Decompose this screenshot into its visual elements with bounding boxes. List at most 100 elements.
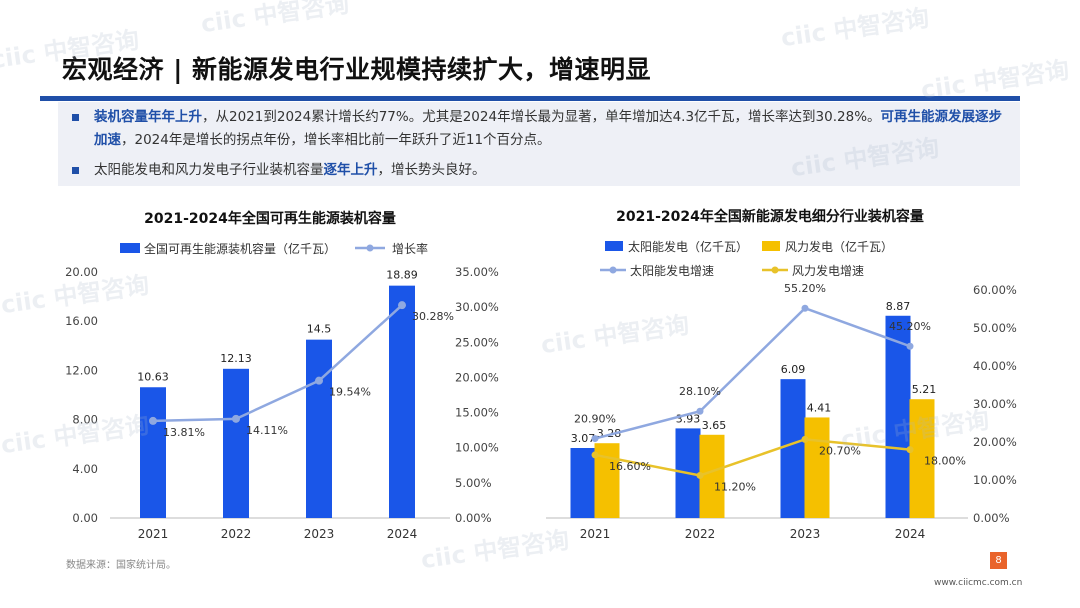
point-wind-growth-2022: [696, 471, 704, 479]
bar-value-label: 10.63: [137, 370, 169, 383]
bar-wind-2023: [804, 417, 830, 518]
y-right-tick: 50.00%: [973, 321, 1017, 335]
chart1-title: 2021-2024年全国可再生能源装机容量: [144, 211, 396, 227]
legend-label-capacity: 全国可再生能源装机容量（亿千瓦）: [144, 241, 336, 256]
point-wind-growth-label: 11.20%: [714, 480, 756, 493]
data-source: 数据来源：国家统计局。: [66, 560, 176, 571]
legend-marker-solar-growth: [609, 266, 617, 274]
bar-capacity-2022: [223, 368, 249, 518]
x-tick-label: 2021: [138, 527, 169, 541]
point-growth-label: 19.54%: [329, 386, 371, 399]
x-tick-label: 2022: [221, 527, 252, 541]
x-tick-label: 2024: [895, 527, 926, 541]
point-solar-growth-2021: [591, 435, 599, 443]
bar-value-label: 18.89: [386, 269, 418, 282]
bullet-square-icon: [72, 114, 79, 121]
y-right-tick: 40.00%: [973, 359, 1017, 373]
bar-value-label: 3.65: [702, 419, 727, 432]
point-solar-growth-label: 45.20%: [889, 320, 931, 333]
legend-swatch-wind: [762, 241, 780, 251]
legend-label-growth: 增长率: [392, 241, 428, 256]
bar-wind-2022: [699, 434, 725, 518]
y-right-tick: 15.00%: [455, 406, 499, 420]
legend-label-wind: 风力发电（亿千瓦）: [785, 239, 893, 254]
legend-swatch-solar: [605, 241, 623, 251]
x-tick-label: 2023: [304, 527, 335, 541]
bar-value-label: 3.07: [571, 432, 596, 445]
y-right-tick: 25.00%: [455, 335, 499, 349]
point-solar-growth-2024: [906, 342, 914, 350]
point-wind-growth-label: 16.60%: [609, 460, 651, 473]
x-tick-label: 2021: [580, 527, 611, 541]
bar-capacity-2023: [306, 339, 332, 518]
bar-value-label: 14.5: [307, 323, 332, 336]
y-right-tick: 35.00%: [455, 265, 499, 279]
y-left-tick: 8.00: [72, 413, 98, 427]
legend-label-solar-growth: 太阳能发电增速: [630, 263, 714, 278]
website-url: www.ciicmc.com.cn: [934, 578, 1023, 588]
y-right-tick: 10.00%: [973, 473, 1017, 487]
point-wind-growth-2021: [591, 451, 599, 459]
point-wind-growth-label: 18.00%: [924, 455, 966, 468]
bar-solar-2021: [570, 448, 596, 518]
point-growth-2021: [149, 416, 157, 425]
x-tick-label: 2022: [685, 527, 716, 541]
chart2-new-energy-breakdown: 太阳能发电（亿千瓦）风力发电（亿千瓦）太阳能发电增速风力发电增速02468100…: [546, 239, 1017, 541]
bar-value-label: 5.21: [912, 383, 937, 396]
page-number: 8: [990, 552, 1007, 569]
y-right-tick: 0.00%: [455, 511, 492, 525]
y-right-tick: 10.00%: [455, 441, 499, 455]
y-right-tick: 5.00%: [455, 476, 492, 490]
bar-wind-2024: [909, 399, 935, 518]
summary-box: 装机容量年年上升，从2021到2024累计增长约77%。尤其是2024年增长最为…: [58, 102, 1020, 186]
legend-label-solar: 太阳能发电（亿千瓦）: [628, 239, 748, 254]
line-solar-growth: [594, 306, 911, 440]
point-solar-growth-label: 28.10%: [679, 385, 721, 398]
point-growth-label: 30.28%: [412, 310, 454, 323]
body-text: ，增长势头良好。: [377, 162, 486, 178]
bar-capacity-2021: [140, 387, 166, 518]
x-tick-label: 2024: [387, 527, 418, 541]
bar-value-label: 12.13: [220, 352, 252, 365]
highlight-text: 逐年上升: [323, 162, 378, 178]
y-right-tick: 20.00%: [455, 370, 499, 384]
bar-capacity-2024: [389, 285, 415, 518]
line-wind-growth: [594, 438, 911, 477]
bar-solar-2023: [780, 379, 806, 518]
point-solar-growth-2022: [696, 407, 704, 415]
point-solar-growth-label: 20.90%: [574, 413, 616, 426]
y-right-tick: 60.00%: [973, 283, 1017, 297]
chart2-title: 2021-2024年全国新能源发电细分行业装机容量: [616, 209, 924, 225]
highlight-text: 装机容量年年上升: [94, 109, 202, 125]
body-text: ，从2021到2024累计增长约77%。尤其是2024年增长最为显著，单年增加达…: [202, 109, 881, 125]
page-title: 宏观经济 | 新能源发电行业规模持续扩大，增速明显: [62, 55, 652, 84]
bar-value-label: 8.87: [886, 300, 911, 313]
legend-marker-growth: [366, 244, 374, 252]
point-solar-growth-2023: [801, 304, 809, 312]
legend-marker-wind-growth: [771, 266, 779, 274]
point-growth-2022: [232, 414, 240, 423]
point-wind-growth-label: 20.70%: [819, 444, 861, 457]
highlight-text: 可再生能源发展逐步加速: [94, 109, 1003, 148]
bar-solar-2024: [885, 315, 911, 518]
body-text: ，2024年是增长的拐点年份，增长率相比前一年跃升了近11个百分点。: [121, 132, 551, 148]
point-wind-growth-2024: [906, 446, 914, 454]
y-right-tick: 30.00%: [455, 300, 499, 314]
point-solar-growth-label: 55.20%: [784, 282, 826, 295]
line-growth-rate: [152, 304, 403, 423]
y-left-tick: 12.00: [65, 363, 98, 377]
legend-swatch-capacity: [120, 243, 140, 253]
y-left-tick: 16.00: [65, 314, 98, 328]
point-wind-growth-2023: [801, 435, 809, 443]
y-right-tick: 20.00%: [973, 435, 1017, 449]
point-growth-2024: [398, 301, 406, 310]
y-right-tick: 30.00%: [973, 397, 1017, 411]
bar-value-label: 6.09: [781, 363, 806, 376]
y-left-tick: 0.00: [72, 511, 98, 525]
bar-value-label: 4.41: [807, 401, 832, 414]
body-text: 太阳能发电和风力发电子行业装机容量: [94, 162, 324, 178]
title-divider: [40, 96, 1020, 101]
point-growth-label: 14.11%: [246, 424, 288, 437]
point-growth-label: 13.81%: [163, 426, 205, 439]
y-left-tick: 4.00: [72, 462, 98, 476]
